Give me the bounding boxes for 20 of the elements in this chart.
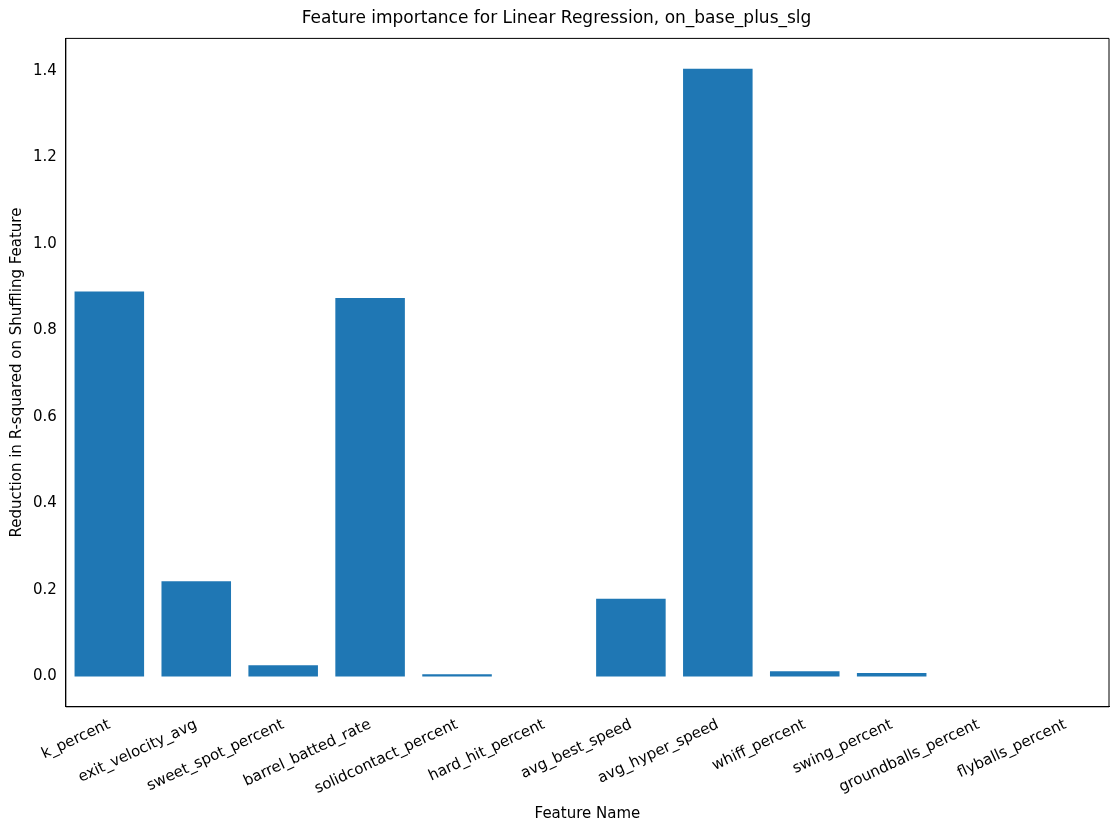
y-axis-title: Reduction in R-squared on Shuffling Feature xyxy=(6,207,25,538)
y-tick-label: 1.0 xyxy=(33,233,57,252)
bar xyxy=(161,581,232,677)
bar xyxy=(596,598,666,677)
bar xyxy=(335,297,405,677)
y-tick-label: 1.4 xyxy=(33,60,57,79)
bar xyxy=(769,671,840,677)
y-tick-label: 0.2 xyxy=(33,579,57,598)
y-tick-label: 0.6 xyxy=(33,406,57,425)
x-axis-title: Feature Name xyxy=(534,803,641,822)
chart-title: Feature importance for Linear Regression, on_base_plus_slg xyxy=(301,6,812,28)
bar xyxy=(74,291,145,677)
y-tick-label: 0.4 xyxy=(33,493,57,512)
y-tick-label: 0.8 xyxy=(33,320,57,339)
bar xyxy=(856,673,927,677)
y-tick-label: 1.2 xyxy=(33,147,57,166)
y-tick-label: 0.0 xyxy=(33,666,57,685)
bar xyxy=(248,665,318,677)
bar xyxy=(422,674,492,677)
bar xyxy=(683,68,753,677)
